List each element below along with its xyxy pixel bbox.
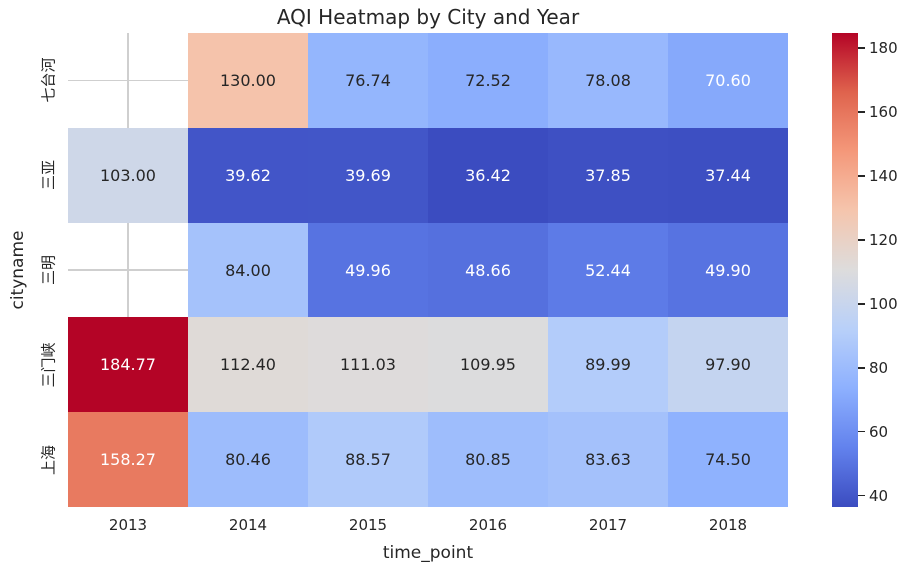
heatmap-cell-三门峡-2018: 97.90	[668, 317, 788, 412]
cell-value: 88.57	[345, 450, 391, 469]
colorbar-tick-label-100: 100	[869, 294, 898, 313]
colorbar-tick-label-120: 120	[869, 230, 898, 249]
colorbar-tick-label-60: 60	[869, 422, 889, 441]
cell-value: 49.90	[705, 260, 751, 280]
cell-value: 109.95	[460, 355, 516, 374]
cell-value: 89.99	[585, 355, 631, 374]
heatmap-cell-三亚-2017: 37.85	[548, 128, 668, 223]
heatmap-cell-三亚-2016: 36.42	[428, 128, 548, 223]
x-tick-label-2014: 2014	[228, 516, 268, 534]
cell-value: 83.63	[585, 450, 631, 469]
x-tick-label-2018: 2018	[708, 516, 748, 534]
cell-value: 80.85	[465, 450, 511, 469]
cell-value: 39.69	[345, 166, 391, 185]
x-tick-label-2016: 2016	[468, 516, 508, 534]
y-axis-label: cityname	[8, 230, 28, 310]
x-axis-label: time_point	[382, 543, 474, 563]
heatmap-cell-上海-2016: 80.85	[428, 412, 548, 507]
cell-value: 49.96	[345, 260, 391, 280]
colorbar-tick-mark	[858, 494, 865, 497]
x-tick-label-2017: 2017	[588, 516, 628, 534]
colorbar-tick-label-40: 40	[869, 486, 889, 505]
cell-value: 97.90	[705, 355, 751, 374]
colorbar-tick-label-180: 180	[869, 39, 898, 58]
cell-value: 76.74	[345, 71, 391, 90]
heatmap-cell-三门峡-2017: 89.99	[548, 317, 668, 412]
cell-value: 36.42	[465, 166, 511, 185]
cell-value: 80.46	[225, 450, 271, 469]
heatmap-cell-上海-2015: 88.57	[308, 412, 428, 507]
heatmap-cell-三门峡-2015: 111.03	[308, 317, 428, 412]
colorbar-tick-mark	[858, 239, 865, 241]
cell-value: 112.40	[220, 355, 276, 374]
colorbar-tick-label-160: 160	[869, 103, 898, 122]
heatmap-cell-上海-2017: 83.63	[548, 412, 668, 507]
heatmap-cell-三明-2016: 48.66	[428, 223, 548, 317]
y-tick-label-七台河: 七台河	[39, 57, 58, 103]
colorbar-tick-mark	[858, 366, 865, 369]
cell-value: 37.85	[585, 166, 631, 185]
heatmap-cell-七台河-2018: 70.60	[668, 33, 788, 128]
heatmap-cell-三门峡-2013: 184.77	[68, 317, 188, 412]
cell-value: 184.77	[100, 355, 156, 374]
colorbar-tick-mark	[858, 303, 865, 305]
y-tick-label-上海: 上海	[39, 444, 58, 475]
heatmap-cell-七台河-2014: 130.00	[188, 33, 308, 128]
cell-value: 52.44	[585, 260, 631, 280]
heatmap-cell-七台河-2016: 72.52	[428, 33, 548, 128]
cell-value: 74.50	[705, 450, 751, 469]
heatmap-cell-三明-2017: 52.44	[548, 223, 668, 317]
colorbar-tick-mark	[858, 430, 865, 433]
heatmap-cell-上海-2018: 74.50	[668, 412, 788, 507]
cell-value: 70.60	[705, 71, 751, 90]
heatmap-cell-三明-2018: 49.90	[668, 223, 788, 317]
heatmap-cell-三亚-2013: 103.00	[68, 128, 188, 223]
y-tick-label-三明: 三明	[39, 254, 58, 286]
heatmap-cell-七台河-2017: 78.08	[548, 33, 668, 128]
x-tick-label-2015: 2015	[348, 516, 388, 534]
colorbar-tick-label-140: 140	[869, 167, 898, 186]
cell-value: 84.00	[225, 260, 271, 280]
y-tick-label-三亚: 三亚	[39, 160, 58, 191]
colorbar-tick-mark	[858, 111, 865, 113]
heatmap-cell-上海-2014: 80.46	[188, 412, 308, 507]
cell-value: 78.08	[585, 71, 631, 90]
y-tick-label-三门峡: 三门峡	[39, 342, 58, 388]
heatmap-cell-三亚-2015: 39.69	[308, 128, 428, 223]
plot-area: 130.00 76.74 72.52 78.08 70.60 103.00 39.62 39.…	[68, 33, 788, 507]
x-tick-label-2013: 2013	[108, 516, 148, 534]
heatmap-cell-三亚-2014: 39.62	[188, 128, 308, 223]
missing-cell-gridline-v	[127, 33, 129, 128]
colorbar-tick-mark	[858, 47, 865, 50]
heatmap-cell-三明-2014: 84.00	[188, 223, 308, 317]
cell-value: 111.03	[340, 355, 396, 374]
heatmap-cell-三亚-2018: 37.44	[668, 128, 788, 223]
cell-value: 39.62	[225, 166, 271, 185]
heatmap-cell-上海-2013: 158.27	[68, 412, 188, 507]
heatmap-cell-三明-2015: 49.96	[308, 223, 428, 317]
heatmap-cell-七台河-2015: 76.74	[308, 33, 428, 128]
chart-title: AQI Heatmap by City and Year	[276, 5, 580, 29]
missing-cell-gridline-v	[127, 223, 129, 317]
colorbar-tick-mark	[858, 175, 865, 177]
cell-value: 48.66	[465, 260, 511, 280]
cell-value: 37.44	[705, 166, 751, 185]
cell-value: 158.27	[100, 450, 156, 469]
colorbar-tick-label-80: 80	[869, 358, 889, 377]
cell-value: 103.00	[100, 166, 156, 185]
heatmap-cell-三门峡-2016: 109.95	[428, 317, 548, 412]
heatmap-cell-三门峡-2014: 112.40	[188, 317, 308, 412]
cell-value: 130.00	[220, 71, 276, 90]
cell-value: 72.52	[465, 71, 511, 90]
colorbar	[832, 33, 858, 507]
